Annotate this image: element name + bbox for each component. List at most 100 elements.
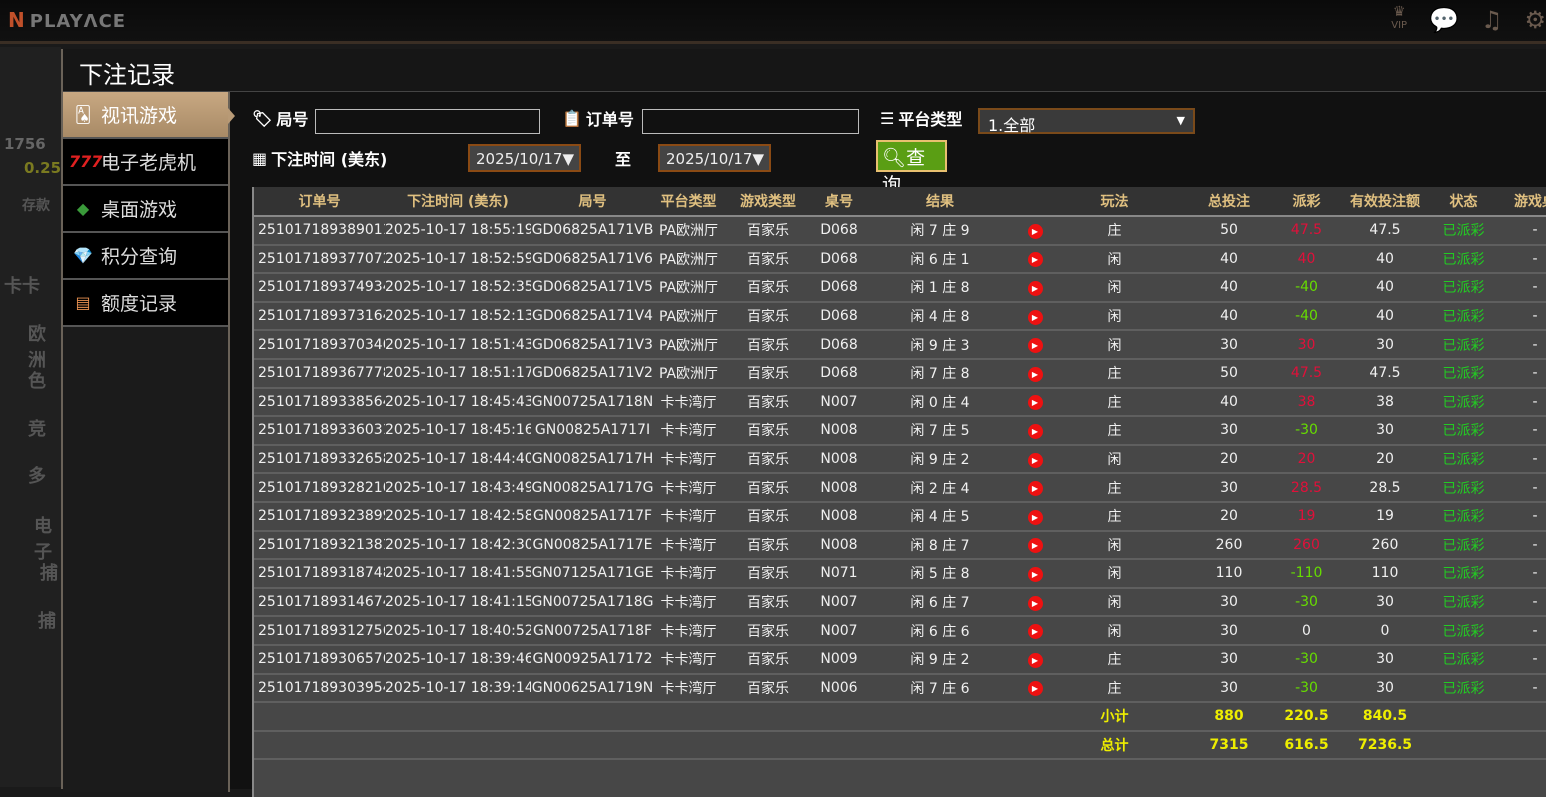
menu-item-credit-record[interactable]: ▤ 额度记录	[63, 280, 228, 327]
total-cell	[1441, 730, 1486, 761]
menu-item-slots[interactable]: 777 电子老虎机	[63, 139, 228, 186]
play-video-icon[interactable]: ▶	[1027, 595, 1043, 611]
status-cell: 已派彩	[1441, 673, 1486, 704]
subtotal-cell: 840.5	[1329, 702, 1441, 732]
status-cell: 已派彩	[1441, 530, 1486, 561]
list-icon: ☰	[880, 108, 895, 128]
valid-bet-cell: 30	[1329, 644, 1441, 675]
query-button[interactable]: 🔍︎查询	[876, 140, 947, 196]
table-no-cell: N007	[813, 616, 865, 646]
video-cell: ▶	[1015, 616, 1055, 646]
game-table-cell: -	[1486, 501, 1546, 532]
total-cell	[1486, 730, 1546, 761]
play-video-icon[interactable]: ▶	[1027, 652, 1043, 668]
content-area: 🏷 局号 📋 订单号 ☰ 平台类型 1.全部 ▼ ▦ 下注时间 (美东) 2025/10/…	[230, 92, 1546, 797]
subtotal-cell: 880	[1174, 702, 1284, 732]
chat-icon[interactable]: 💬	[1429, 6, 1459, 34]
bet-time-cell: 2025-10-17 18:51:43	[385, 330, 531, 360]
table-row: 251017189303954 2025-10-17 18:39:14 GN0062…	[254, 673, 1546, 704]
platform-cell: 卡卡湾厅	[654, 473, 723, 503]
column-header: 下注时间 (美东)	[385, 187, 531, 217]
play-video-icon[interactable]: ▶	[1027, 423, 1043, 439]
vip-icon[interactable]: ♛ VIP	[1391, 4, 1408, 31]
bet-type-cell: 庄	[1055, 673, 1174, 704]
result-cell: 闲 9 庄 2	[865, 644, 1015, 675]
play-video-icon[interactable]: ▶	[1027, 481, 1043, 497]
play-video-icon[interactable]: ▶	[1027, 624, 1043, 640]
game-table-cell: -	[1486, 273, 1546, 303]
valid-bet-cell: 40	[1329, 244, 1441, 275]
play-video-icon[interactable]: ▶	[1027, 252, 1043, 268]
result-cell: 闲 7 庄 5	[865, 416, 1015, 446]
play-video-icon[interactable]: ▶	[1027, 366, 1043, 382]
result-cell: 闲 1 庄 8	[865, 273, 1015, 303]
round-input[interactable]	[315, 109, 540, 134]
valid-bet-cell: 30	[1329, 673, 1441, 704]
total-cell: 总计	[1055, 730, 1174, 761]
play-video-icon[interactable]: ▶	[1027, 338, 1043, 354]
column-header: 局号	[531, 187, 654, 217]
order-input[interactable]	[642, 109, 859, 134]
play-video-icon[interactable]: ▶	[1027, 223, 1043, 239]
table-row: 251017189389011 2025-10-17 18:55:19 GD0682…	[254, 216, 1546, 246]
total-bet-cell: 30	[1174, 330, 1284, 360]
menu-item-points[interactable]: 💎 积分查询	[63, 233, 228, 280]
menu-item-live-games[interactable]: 🂡 视讯游戏	[63, 92, 235, 139]
result-cell: 闲 8 庄 7	[865, 530, 1015, 561]
subtotal-cell	[531, 702, 654, 732]
table-no-cell: N008	[813, 416, 865, 446]
table-row: 251017189321381 2025-10-17 18:42:30 GN0082…	[254, 530, 1546, 561]
date-from-picker[interactable]: 2025/10/17▼	[468, 144, 581, 172]
play-video-icon[interactable]: ▶	[1027, 509, 1043, 525]
game-table-cell: -	[1486, 416, 1546, 446]
game-table-cell: -	[1486, 244, 1546, 275]
game-table-cell: -	[1486, 330, 1546, 360]
tag-icon: 🏷	[252, 108, 273, 128]
valid-bet-cell: 40	[1329, 301, 1441, 332]
play-video-icon[interactable]: ▶	[1027, 280, 1043, 296]
order-id-cell: 251017189367778	[254, 358, 385, 389]
search-icon: 🔍︎	[882, 147, 907, 169]
play-video-icon[interactable]: ▶	[1027, 566, 1043, 582]
status-cell: 已派彩	[1441, 330, 1486, 360]
column-header: 桌号	[813, 187, 865, 217]
top-bar: N PLAYΛCE ♛ VIP 💬 ♫ ⚙	[0, 0, 1546, 44]
music-icon[interactable]: ♫	[1480, 6, 1503, 34]
cards-icon: 🂡	[74, 105, 92, 124]
time-label: ▦ 下注时间 (美东)	[252, 148, 388, 170]
column-header: 平台类型	[654, 187, 723, 217]
table-no-cell: D068	[813, 358, 865, 389]
chips-icon: ◆	[76, 199, 90, 218]
settings-icon[interactable]: ⚙	[1524, 6, 1546, 34]
game-table-cell: -	[1486, 358, 1546, 389]
total-cell	[254, 730, 385, 761]
order-id-cell: 251017189374934	[254, 273, 385, 303]
payout-cell: -40	[1284, 301, 1329, 332]
platform-cell: 卡卡湾厅	[654, 387, 723, 418]
play-video-icon[interactable]: ▶	[1027, 452, 1043, 468]
play-video-icon[interactable]: ▶	[1027, 681, 1043, 697]
round-id-cell: GD06825A171V2	[531, 358, 654, 389]
order-id-cell: 251017189312756	[254, 616, 385, 646]
play-video-icon[interactable]: ▶	[1027, 309, 1043, 325]
bet-time-cell: 2025-10-17 18:43:49	[385, 473, 531, 503]
game-type-cell: 百家乐	[723, 587, 813, 618]
status-cell: 已派彩	[1441, 559, 1486, 589]
date-to-picker[interactable]: 2025/10/17▼	[658, 144, 771, 172]
status-cell: 已派彩	[1441, 244, 1486, 275]
document-icon: ▤	[75, 293, 91, 312]
menu-item-table-games[interactable]: ◆ 桌面游戏	[63, 186, 228, 233]
total-cell	[385, 730, 531, 761]
total-bet-cell: 40	[1174, 387, 1284, 418]
calendar-icon: ▦	[252, 148, 268, 168]
clipboard-icon: 📋	[562, 108, 582, 128]
play-video-icon[interactable]: ▶	[1027, 395, 1043, 411]
chevron-down-icon: ▼	[1176, 114, 1185, 127]
platform-select[interactable]: 1.全部 ▼	[978, 108, 1195, 135]
bet-type-cell: 闲	[1055, 301, 1174, 332]
result-cell: 闲 4 庄 8	[865, 301, 1015, 332]
play-video-icon[interactable]: ▶	[1027, 538, 1043, 554]
bet-table-container[interactable]: 订单号 下注时间 (美东) 局号 平台类型 游戏类型 桌号 结果 玩法 总投注 派彩 有效投注额 状态…	[252, 187, 1546, 797]
column-header: 游戏类型	[723, 187, 813, 217]
column-header: 状态	[1441, 187, 1486, 217]
